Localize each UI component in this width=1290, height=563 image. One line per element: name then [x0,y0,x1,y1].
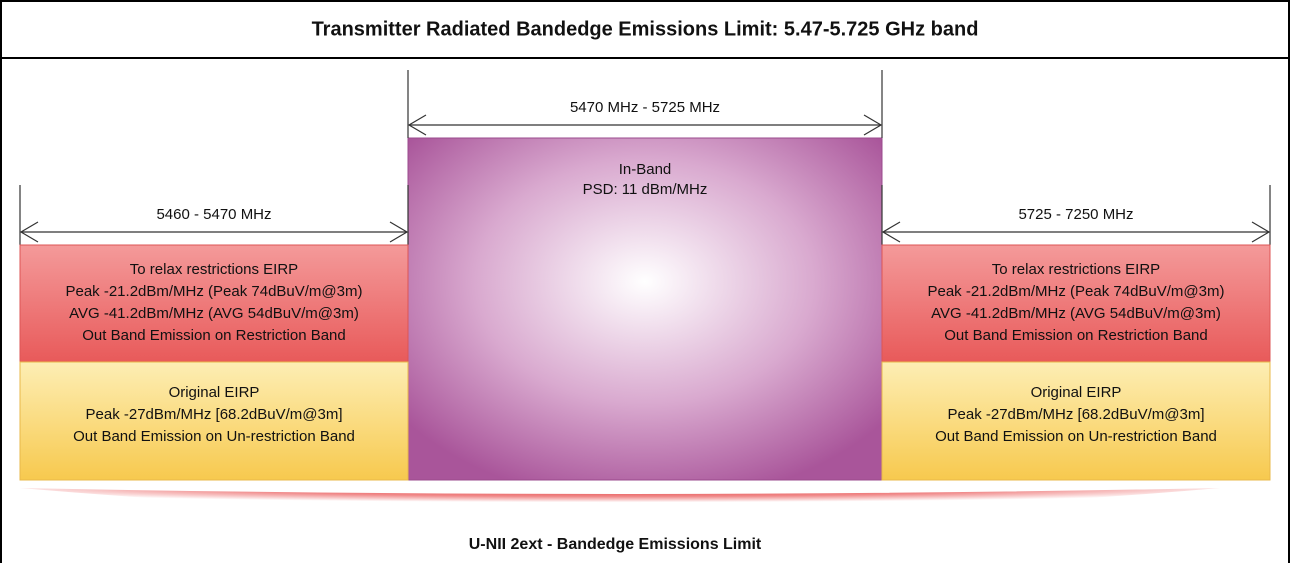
original-line: Out Band Emission on Un-restriction Band [73,428,355,445]
right-range: 5725 - 7250 MHz [1018,206,1133,223]
in-band-label: In-Band [619,161,672,178]
original-line: Original EIRP [1031,384,1122,401]
left-dimension [19,185,409,245]
restricted-line: Out Band Emission on Restriction Band [82,327,345,344]
swoosh [20,488,1220,514]
restricted-line: AVG -41.2dBm/MHz (AVG 54dBuV/m@3m) [69,305,359,322]
footer-label: U-NII 2ext - Bandedge Emissions Limit [469,536,762,553]
right-dimension [881,185,1271,245]
in-band-range: 5470 MHz - 5725 MHz [570,99,720,116]
left-original-box [19,361,409,481]
left-restricted-box [19,244,409,363]
right-original-box [881,361,1271,481]
title: Transmitter Radiated Bandedge Emissions … [312,18,979,40]
left-range: 5460 - 5470 MHz [156,206,271,223]
original-line: Peak -27dBm/MHz [68.2dBuV/m@3m] [86,406,343,423]
original-line: Out Band Emission on Un-restriction Band [935,428,1217,445]
restricted-line: Peak -21.2dBm/MHz (Peak 74dBuV/m@3m) [65,283,362,300]
restricted-line: AVG -41.2dBm/MHz (AVG 54dBuV/m@3m) [931,305,1221,322]
restricted-line: To relax restrictions EIRP [992,261,1160,278]
in-band-psd: PSD: 11 dBm/MHz [583,181,708,198]
restricted-line: Peak -21.2dBm/MHz (Peak 74dBuV/m@3m) [927,283,1224,300]
original-line: Original EIRP [169,384,260,401]
right-restricted-box [881,244,1271,363]
in-band-dimension [407,70,883,138]
restricted-line: Out Band Emission on Restriction Band [944,327,1207,344]
original-line: Peak -27dBm/MHz [68.2dBuV/m@3m] [948,406,1205,423]
restricted-line: To relax restrictions EIRP [130,261,298,278]
